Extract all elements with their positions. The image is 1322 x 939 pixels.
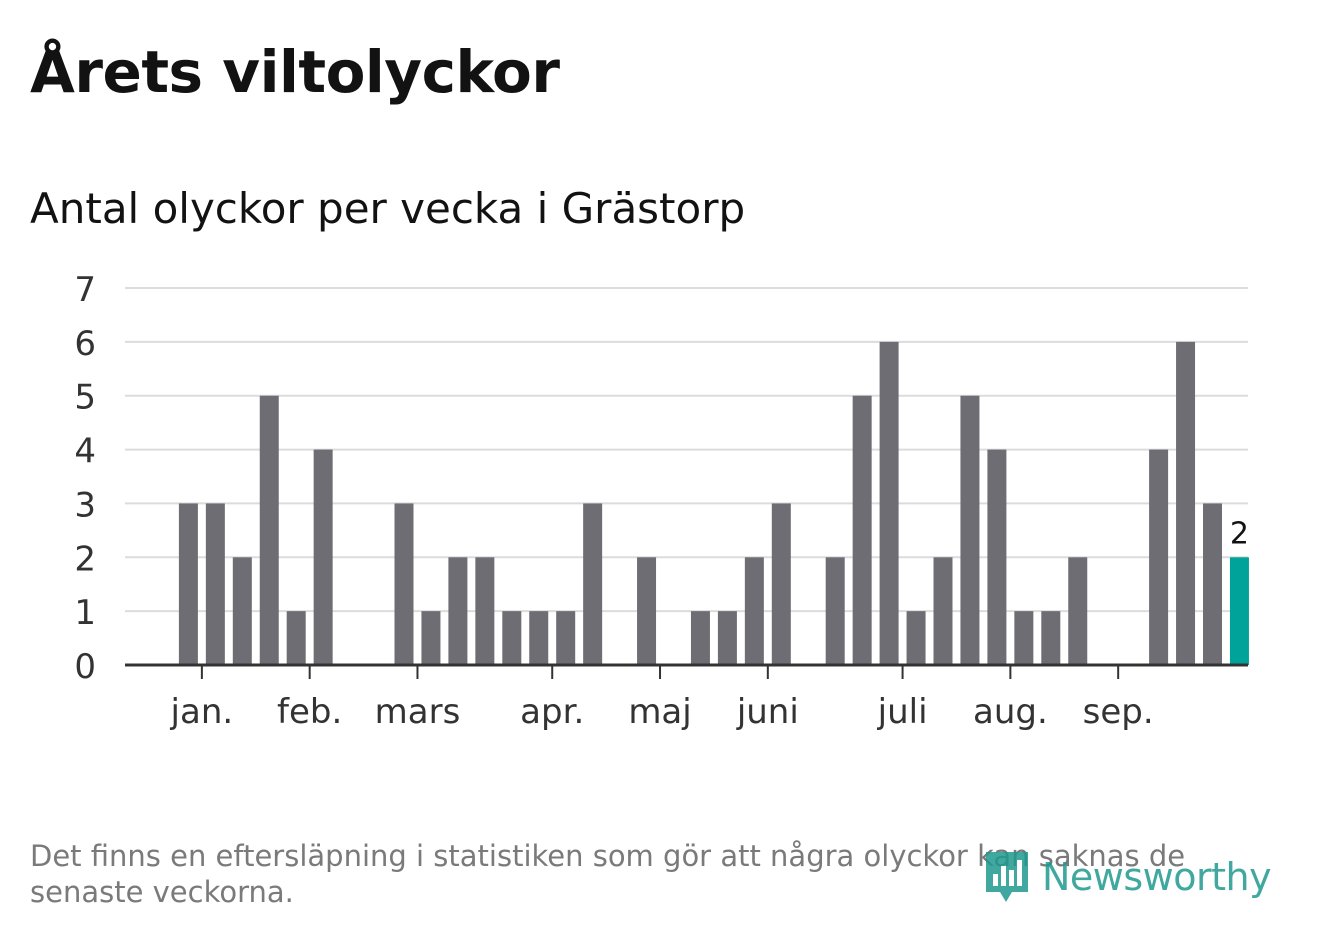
bar: [906, 611, 926, 665]
newsworthy-logo: Newsworthy: [982, 848, 1272, 906]
bar: [717, 611, 737, 665]
x-tick-label: aug.: [973, 692, 1048, 732]
y-tick-label: 5: [74, 378, 96, 418]
y-tick-label: 1: [74, 593, 96, 633]
bar: [1068, 557, 1088, 665]
bar: [637, 557, 657, 665]
y-tick-label: 3: [74, 485, 96, 525]
x-axis: jan. feb. mars apr. maj juni juli aug. sep.: [125, 663, 1248, 732]
bar-highlight: [1229, 557, 1249, 665]
x-tick-label: juli: [877, 692, 928, 732]
bar: [852, 395, 872, 665]
bar: [259, 395, 279, 665]
bar-chart: 0 1 2 3 4 5 6 7 jan. feb. mars apr. maj juni juli aug.…: [74, 270, 1249, 732]
y-axis-ticks: 0 1 2 3 4 5 6 7: [74, 270, 96, 687]
bar: [448, 557, 468, 665]
logo-text: Newsworthy: [1042, 855, 1272, 899]
data-label-last-week: 2: [1230, 516, 1249, 551]
x-tick-label: apr.: [520, 692, 584, 732]
x-tick-label: feb.: [277, 692, 342, 732]
bar: [1041, 611, 1061, 665]
bar: [744, 557, 764, 665]
y-tick-label: 4: [74, 432, 96, 472]
bar: [475, 557, 495, 665]
y-tick-label: 2: [74, 539, 96, 579]
chart-subtitle: Antal olyckor per vecka i Grästorp: [30, 184, 746, 233]
x-tick-label: jan.: [170, 692, 234, 732]
y-tick-label: 0: [74, 647, 96, 687]
bar: [987, 449, 1007, 665]
bar: [1014, 611, 1034, 665]
bar: [529, 611, 549, 665]
x-tick-label: juni: [736, 692, 799, 732]
bar: [1203, 503, 1222, 665]
bar: [205, 503, 225, 665]
bar: [313, 449, 333, 665]
bar: [421, 611, 441, 665]
bar: [556, 611, 576, 665]
bar: [1176, 341, 1196, 665]
bar: [771, 503, 791, 665]
bar: [286, 611, 306, 665]
data-labels: 2: [1230, 516, 1249, 551]
bar: [232, 557, 252, 665]
chart-title: Årets viltolyckor: [30, 38, 560, 106]
bar: [502, 611, 522, 665]
y-tick-label: 6: [74, 324, 96, 364]
bar: [583, 503, 603, 665]
bar: [690, 611, 710, 665]
bar: [879, 341, 899, 665]
bar: [394, 503, 414, 665]
y-tick-label: 7: [74, 270, 96, 310]
newsworthy-chart-icon: [986, 852, 1028, 902]
bar: [825, 557, 845, 665]
bar: [933, 557, 953, 665]
grid-lines: [125, 287, 1248, 613]
x-tick-label: maj: [628, 692, 691, 732]
bar: [178, 503, 198, 665]
bar: [960, 395, 980, 665]
x-tick-label: sep.: [1083, 692, 1154, 732]
bars: [178, 341, 1249, 665]
bar: [1149, 449, 1169, 665]
x-tick-label: mars: [375, 692, 461, 732]
